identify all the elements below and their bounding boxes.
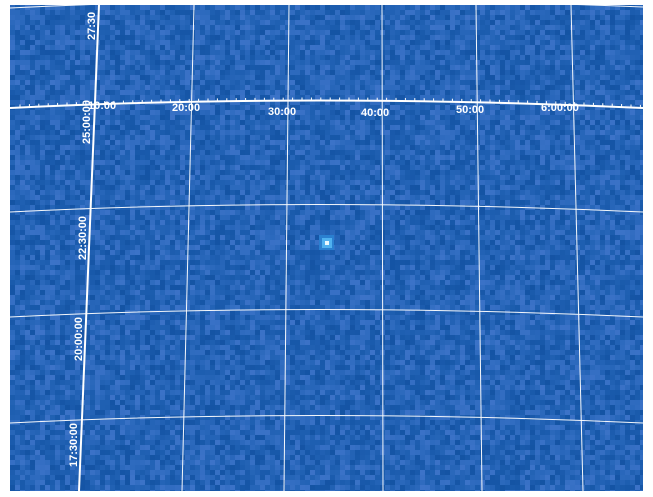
ra-grid-line xyxy=(570,5,584,491)
sky-image-frame: 10:00 20:00 30:00 40:00 50:00 6:00:00 27… xyxy=(10,5,643,491)
dec-grid-line xyxy=(10,204,643,213)
ra-tick-label: 50:00 xyxy=(456,104,484,116)
ra-tick-label: 40:00 xyxy=(361,107,389,119)
ra-grid-line xyxy=(283,5,290,491)
ra-tick-label: 6:00:00 xyxy=(541,102,579,114)
ra-tick-label: 10:00 xyxy=(88,100,116,112)
ra-tick-label: 30:00 xyxy=(268,106,296,118)
dec-axis-line xyxy=(78,5,100,491)
ra-grid-line xyxy=(475,5,483,491)
dec-tick-label: 27:30 xyxy=(86,12,98,40)
ra-axis-ticks xyxy=(19,97,641,108)
coordinate-grid-overlay: 10:00 20:00 30:00 40:00 50:00 6:00:00 27… xyxy=(10,5,643,491)
ra-grid-line xyxy=(181,5,195,491)
ra-tick-label: 20:00 xyxy=(172,102,200,114)
dec-grid-line xyxy=(10,415,643,424)
dec-tick-label: 25:00:00 xyxy=(81,100,93,144)
sky-image xyxy=(10,5,643,491)
ra-grid-line xyxy=(381,5,384,491)
dec-grid-line xyxy=(10,5,643,9)
dec-tick-label: 20:00:00 xyxy=(73,317,85,361)
dec-tick-label: 17:30:00 xyxy=(68,423,80,467)
dec-grid-line xyxy=(10,309,643,318)
dec-tick-label: 22:30:00 xyxy=(77,216,89,260)
